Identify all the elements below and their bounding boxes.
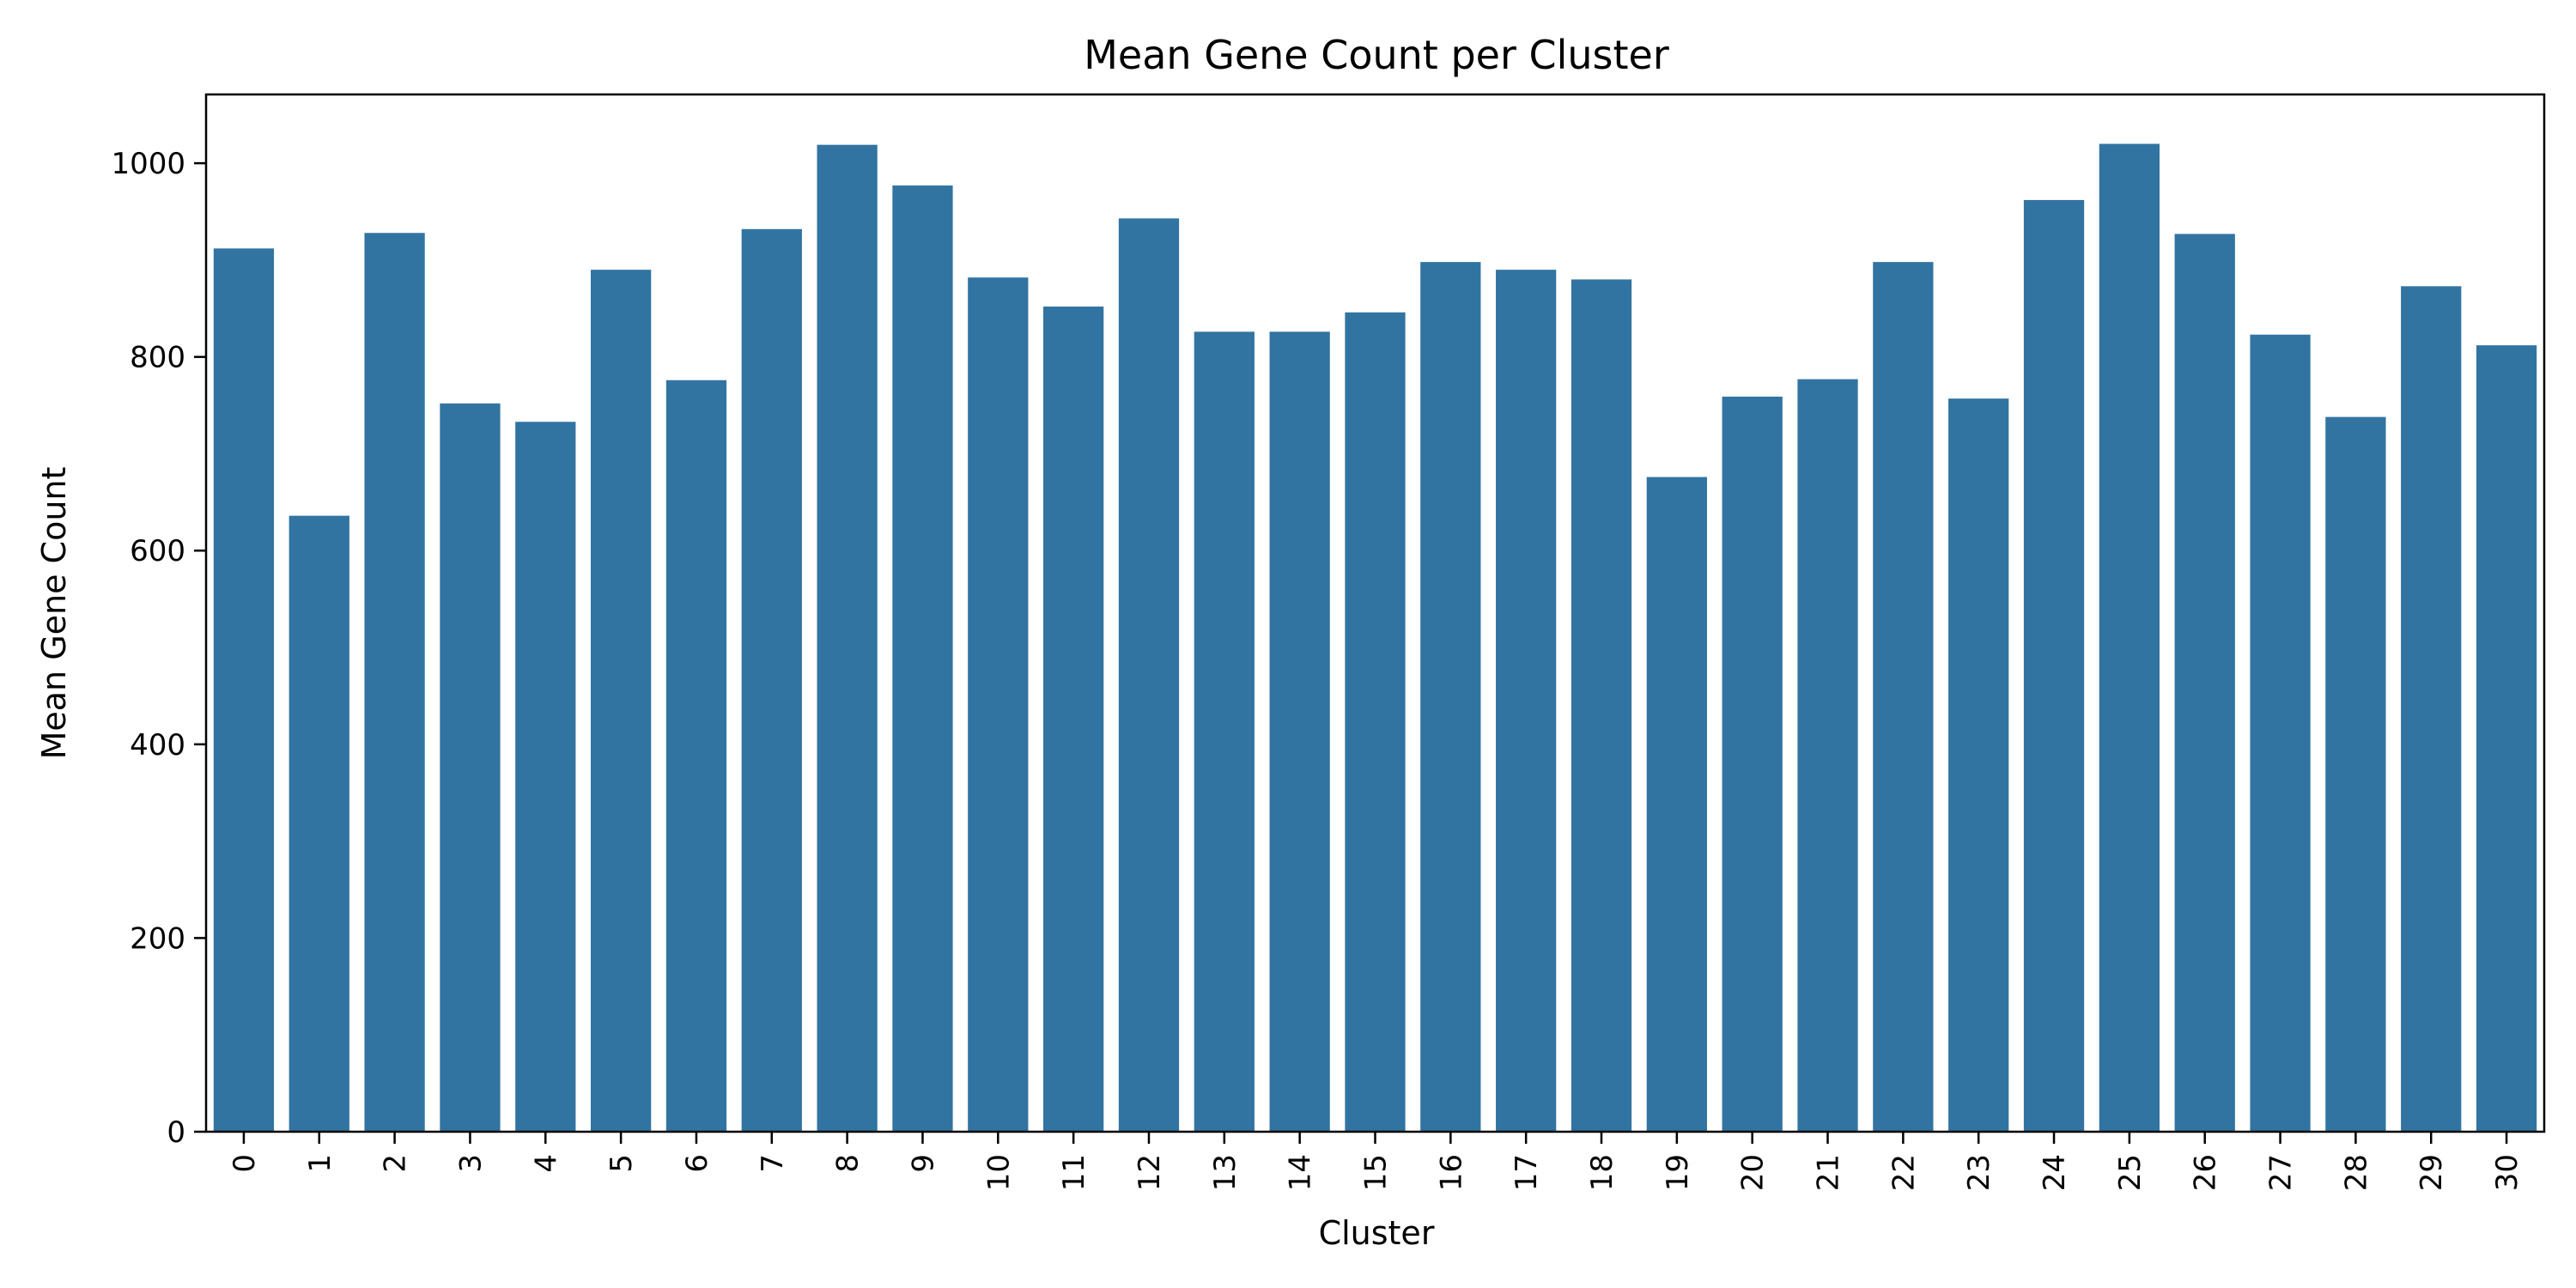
bar-cluster-30	[2476, 345, 2537, 1132]
x-tick-label: 30	[2490, 1154, 2524, 1191]
x-tick-label: 0	[228, 1154, 262, 1173]
bar-cluster-1	[289, 515, 349, 1132]
x-tick-label: 12	[1133, 1154, 1167, 1191]
bar-cluster-10	[968, 277, 1029, 1132]
bar-cluster-9	[892, 185, 953, 1132]
x-tick-label: 11	[1057, 1154, 1091, 1191]
x-tick-label: 10	[981, 1154, 1016, 1191]
bar-cluster-2	[364, 233, 425, 1132]
x-tick-label: 29	[2415, 1154, 2449, 1191]
bars-group	[213, 143, 2537, 1133]
bar-cluster-22	[1873, 262, 1934, 1132]
x-tick-label: 3	[453, 1154, 488, 1173]
bar-cluster-17	[1496, 270, 1557, 1132]
chart-title: Mean Gene Count per Cluster	[1084, 32, 1669, 78]
bar-cluster-13	[1194, 331, 1255, 1133]
bar-cluster-21	[1797, 379, 1858, 1132]
x-tick-label: 18	[1585, 1154, 1619, 1191]
x-tick-label: 21	[1812, 1154, 1846, 1191]
x-tick-label: 15	[1359, 1154, 1394, 1191]
y-tick-label: 1000	[111, 147, 185, 181]
bar-cluster-26	[2174, 234, 2235, 1132]
y-tick-label: 800	[130, 341, 185, 375]
bar-cluster-28	[2325, 416, 2386, 1133]
x-tick-label: 2	[379, 1154, 413, 1173]
x-tick-label: 26	[2189, 1154, 2223, 1191]
x-tick-label: 8	[831, 1154, 866, 1173]
bar-cluster-5	[590, 270, 652, 1132]
x-tick-label: 14	[1284, 1154, 1318, 1191]
x-tick-label: 20	[1736, 1154, 1771, 1191]
y-tick-label: 200	[130, 921, 185, 956]
bar-cluster-27	[2250, 334, 2311, 1133]
x-tick-label: 16	[1434, 1154, 1468, 1191]
y-axis: 0 200 400 600 800 1000	[111, 147, 206, 1150]
x-axis-title: Cluster	[1319, 1214, 1435, 1252]
x-tick-label: 17	[1510, 1154, 1544, 1191]
x-tick-label: 7	[756, 1154, 790, 1173]
x-tick-label: 1	[303, 1154, 337, 1173]
x-tick-label: 6	[680, 1154, 714, 1173]
x-tick-label: 5	[605, 1154, 639, 1173]
x-tick-label: 27	[2264, 1154, 2299, 1191]
x-axis: 0 1 2 3 4 5 6 7 8 9 10 11 12 13 14 15 16 17 18 19 20 21 22 23 24…	[228, 1132, 2524, 1191]
x-tick-label: 24	[2038, 1154, 2072, 1191]
bar-cluster-11	[1043, 307, 1104, 1132]
y-tick-label: 0	[167, 1115, 185, 1150]
y-tick-label: 600	[130, 534, 185, 568]
x-tick-label: 28	[2339, 1154, 2373, 1191]
bar-cluster-25	[2099, 143, 2160, 1132]
bar-cluster-29	[2401, 286, 2462, 1133]
bar-cluster-12	[1118, 218, 1180, 1132]
bar-cluster-3	[440, 403, 501, 1132]
x-tick-label: 13	[1208, 1154, 1242, 1191]
bar-cluster-0	[213, 248, 275, 1133]
bar-cluster-20	[1722, 396, 1783, 1132]
bar-cluster-16	[1420, 262, 1481, 1132]
bar-cluster-6	[665, 380, 727, 1132]
x-tick-label: 4	[529, 1154, 563, 1173]
x-tick-label: 22	[1886, 1154, 1921, 1191]
y-axis-title: Mean Gene Count	[35, 467, 73, 760]
bar-cluster-14	[1269, 331, 1330, 1133]
bar-cluster-18	[1571, 279, 1632, 1132]
x-tick-label: 19	[1661, 1154, 1695, 1191]
bar-cluster-7	[741, 228, 802, 1132]
bar-cluster-4	[515, 422, 576, 1132]
bar-cluster-15	[1345, 312, 1406, 1132]
bar-cluster-19	[1646, 477, 1707, 1132]
x-tick-label: 23	[1962, 1154, 1996, 1191]
bar-cluster-23	[1948, 398, 2009, 1132]
bar-cluster-8	[817, 144, 878, 1132]
bar-cluster-24	[2023, 199, 2085, 1133]
x-tick-label: 9	[906, 1154, 940, 1173]
x-tick-label: 25	[2113, 1154, 2148, 1191]
y-tick-label: 400	[130, 728, 185, 762]
